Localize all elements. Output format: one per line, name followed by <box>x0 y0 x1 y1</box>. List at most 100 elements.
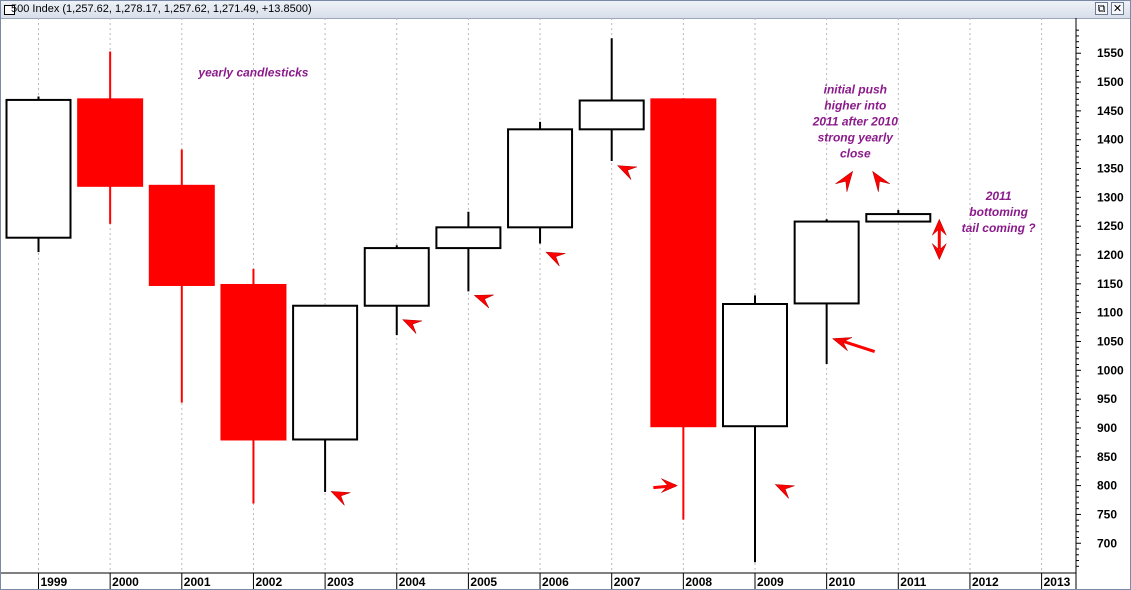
y-tick-label-1550: 1550 <box>1097 46 1124 60</box>
x-tick-label-2002: 2002 <box>255 575 282 589</box>
x-tick-label-2010: 2010 <box>829 575 856 589</box>
y-tick-label-1100: 1100 <box>1097 306 1123 320</box>
x-tick-label-2005: 2005 <box>470 575 497 589</box>
candle-2005 <box>435 211 502 292</box>
arrow-2004-head <box>402 319 423 334</box>
arrow-push-left-head <box>835 170 854 192</box>
arrow-2011-down-head <box>932 243 947 261</box>
note-push-line-1: higher into <box>824 99 886 113</box>
candle-body-2011 <box>865 213 932 223</box>
arrow-2007 <box>617 165 638 180</box>
x-tick-label-2001: 2001 <box>184 575 211 589</box>
candle-body-2000 <box>77 98 144 187</box>
y-tick-label-1450: 1450 <box>1097 104 1124 118</box>
note-push-line-3: strong yearly <box>818 131 895 145</box>
y-tick-label-1250: 1250 <box>1097 219 1124 233</box>
arrow-2006-head <box>545 251 566 267</box>
y-axis: 700 750 800 850 900 950 1000 1050 1100 1150 1200 12… <box>1075 18 1124 589</box>
note-tail-line-1: bottoming <box>969 205 1028 219</box>
arrow-2005 <box>473 294 494 309</box>
x-tick-label-2006: 2006 <box>542 575 569 589</box>
note-tail-line-0: 2011 <box>985 189 1012 203</box>
candle-body-2009 <box>722 303 788 428</box>
arrow-2010-head <box>831 337 853 352</box>
candle-2001 <box>148 149 215 403</box>
y-tick-label-1200: 1200 <box>1097 248 1124 262</box>
candle-2006 <box>507 121 574 244</box>
candle-2004 <box>363 245 430 336</box>
candle-2000 <box>77 51 144 224</box>
arrow-annotations <box>330 165 947 506</box>
title-bar: 500 Index (1,257.62, 1,278.17, 1,257.62,… <box>1 1 1130 19</box>
x-tick-label-2000: 2000 <box>112 575 139 589</box>
y-tick-label-1050: 1050 <box>1097 334 1124 348</box>
y-tick-label-1500: 1500 <box>1097 75 1124 89</box>
arrow-2010 <box>831 337 853 352</box>
y-tick-label-850: 850 <box>1097 450 1117 464</box>
note-push-line-0: initial push <box>824 83 887 97</box>
arrow-push-left <box>835 170 854 192</box>
arrow-2007-head <box>617 165 638 180</box>
arrow-2003-head <box>330 491 351 506</box>
arrow-push-right <box>872 170 891 192</box>
arrow-2011-up-head <box>932 218 947 236</box>
candle-2010 <box>793 219 860 364</box>
x-tick-label-2012: 2012 <box>972 575 999 589</box>
candle-body-2003 <box>292 304 359 441</box>
candle-1999 <box>5 96 72 253</box>
candle-body-2006 <box>507 128 574 229</box>
x-tick-label-2009: 2009 <box>757 575 784 589</box>
y-tick-label-1400: 1400 <box>1097 133 1124 147</box>
candle-2003 <box>292 304 359 492</box>
x-tick-label-1999: 1999 <box>41 575 68 589</box>
arrow-2004 <box>402 319 423 334</box>
text-annotations: yearly candlesticks initial push higher in… <box>197 65 1036 235</box>
note-push: initial push higher into 2011 after 2010 st… <box>812 83 899 161</box>
candle-2011 <box>865 210 932 223</box>
arrow-2005-head <box>473 294 494 309</box>
arrow-2006 <box>545 251 566 267</box>
candle-2002 <box>220 268 287 504</box>
candle-body-1999 <box>5 98 72 239</box>
close-button[interactable]: ✕ <box>1111 2 1124 15</box>
y-tick-label-1300: 1300 <box>1097 190 1124 204</box>
restore-button[interactable]: ⧉ <box>1095 2 1108 15</box>
arrow-2009-head <box>774 484 795 499</box>
x-tick-label-2004: 2004 <box>399 575 426 589</box>
y-tick-label-750: 750 <box>1097 507 1117 521</box>
candle-body-2001 <box>148 184 215 286</box>
candle-2008 <box>650 98 717 520</box>
x-axis: 1999 2000 2001 2002 2003 2004 2005 2006 2007 2008… <box>1 572 1076 589</box>
arrow-push-right-head <box>872 170 891 192</box>
candles <box>5 38 932 563</box>
arrow-2011-up <box>932 218 947 236</box>
note-yearly: yearly candlesticks <box>197 65 308 79</box>
x-tick-label-2013: 2013 <box>1044 575 1071 589</box>
candle-2007 <box>578 38 645 162</box>
arrow-2003 <box>330 491 351 506</box>
note-push-line-2: 2011 after 2010 <box>812 115 899 129</box>
candle-body-2008 <box>650 98 717 428</box>
note-tail-line-2: tail coming ? <box>962 221 1037 235</box>
candle-body-2004 <box>363 247 430 307</box>
note-push-line-4: close <box>840 147 871 161</box>
y-tick-label-1150: 1150 <box>1097 277 1123 291</box>
arrow-2010-shaft <box>840 339 876 354</box>
arrow-2011-down <box>932 243 947 261</box>
candle-body-2007 <box>578 99 645 131</box>
x-tick-label-2007: 2007 <box>614 575 641 589</box>
y-tick-label-950: 950 <box>1097 392 1117 406</box>
arrow-2009 <box>774 484 795 499</box>
y-tick-label-700: 700 <box>1097 536 1117 550</box>
y-tick-label-900: 900 <box>1097 421 1117 435</box>
window-title: 500 Index (1,257.62, 1,278.17, 1,257.62,… <box>11 3 312 15</box>
arrow-2008 <box>661 478 678 493</box>
grid-lines <box>38 18 1043 573</box>
y-tick-label-1000: 1000 <box>1097 363 1124 377</box>
x-tick-label-2008: 2008 <box>685 575 712 589</box>
chart-type-icon <box>4 5 15 15</box>
x-tick-label-2011: 2011 <box>900 575 926 589</box>
candle-body-2002 <box>220 283 287 441</box>
candle-body-2010 <box>793 220 860 305</box>
